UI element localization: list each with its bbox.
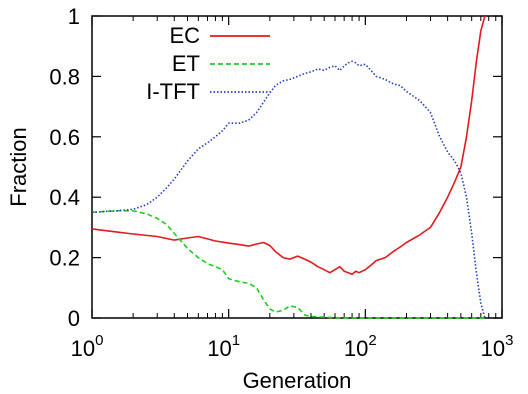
y-tick-label: 0.6 (49, 125, 80, 150)
y-tick-label: 0.2 (49, 246, 80, 271)
series-line-et (91, 210, 485, 319)
legend-label-ec: EC (169, 23, 200, 48)
legend-label-et: ET (172, 51, 200, 76)
tick-labels: 0 0.2 0.4 0.6 0.8 1 100 101 102 103 (49, 4, 513, 361)
series-line-ec (91, 15, 486, 276)
x-tick-label: 103 (481, 332, 514, 361)
series-layer (91, 15, 486, 319)
axis-ticks (91, 15, 503, 319)
x-axis-label: Generation (243, 368, 352, 393)
plot-frame (91, 15, 503, 319)
y-tick-label: 0.4 (49, 185, 80, 210)
y-tick-label: 1 (68, 4, 80, 29)
legend-label-i-tft: I-TFT (146, 79, 200, 104)
y-axis-label: Fraction (6, 127, 31, 206)
plot-area: EC ET I-TFT (91, 15, 503, 319)
series-line-i-tft (91, 60, 486, 319)
legend: EC ET I-TFT (146, 23, 270, 104)
y-tick-label: 0.8 (49, 64, 80, 89)
x-tick-label: 102 (344, 332, 377, 361)
y-tick-label: 0 (68, 306, 80, 331)
x-tick-label: 100 (71, 332, 104, 361)
x-tick-label: 101 (207, 332, 240, 361)
